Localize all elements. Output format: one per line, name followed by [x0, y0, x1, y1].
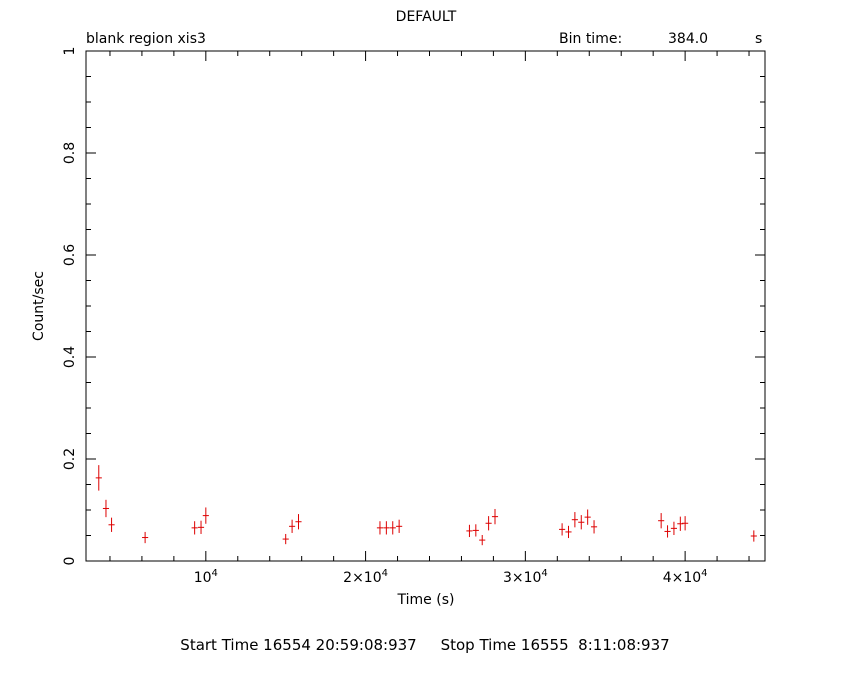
- data-point: [191, 521, 198, 535]
- x-axis: 104 2×104 3×104 4×104: [109, 51, 750, 586]
- data-point: [682, 516, 689, 531]
- data-series: [95, 465, 757, 546]
- data-point: [664, 525, 671, 538]
- y-axis: 0 0.2 0.4 0.6 0.8 1: [62, 47, 765, 566]
- x-tick-label: 104: [194, 568, 218, 586]
- bin-time-unit: s: [755, 31, 762, 47]
- data-point: [95, 465, 102, 491]
- x-tick-label: 4×104: [663, 568, 708, 586]
- bin-time-label: Bin time:: [559, 31, 622, 47]
- data-point: [282, 533, 289, 545]
- data-point: [202, 507, 209, 524]
- data-point: [289, 519, 296, 533]
- plot-frame: [85, 50, 766, 562]
- data-point: [466, 524, 473, 538]
- data-point: [376, 521, 384, 535]
- data-point: [491, 508, 499, 525]
- data-point: [472, 524, 479, 537]
- y-tick-label: 0.8: [62, 142, 78, 164]
- footer-spacer: [417, 636, 441, 654]
- data-point: [750, 530, 757, 542]
- y-tick-label: 0.6: [62, 244, 78, 266]
- x-tick-label: 3×104: [503, 568, 548, 586]
- bin-time-value: 384.0: [668, 31, 708, 47]
- data-point: [295, 514, 302, 530]
- data-point: [197, 520, 205, 534]
- data-point: [479, 534, 486, 546]
- data-point: [108, 517, 115, 532]
- data-point: [559, 523, 566, 536]
- y-tick-label: 0.4: [62, 346, 78, 368]
- region-label: blank region xis3: [86, 31, 206, 47]
- data-point: [578, 515, 585, 530]
- x-axis-label: Time (s): [397, 592, 455, 608]
- time-range-footer: Start Time 16554 20:59:08:937 Stop Time …: [0, 636, 850, 654]
- data-point: [584, 509, 591, 525]
- y-axis-label: Count/sec: [31, 271, 47, 341]
- data-point: [396, 519, 403, 533]
- data-point: [670, 521, 678, 535]
- data-point: [142, 531, 149, 544]
- x-tick-label: 2×104: [343, 568, 388, 586]
- data-point: [565, 525, 572, 539]
- data-point: [389, 521, 396, 535]
- y-tick-label: 1: [62, 47, 78, 56]
- data-point: [571, 512, 578, 528]
- start-time-label: Start Time 16554 20:59:08:937: [180, 636, 417, 654]
- data-point: [677, 516, 684, 531]
- y-tick-label: 0.2: [62, 448, 78, 470]
- chart-title: DEFAULT: [396, 9, 457, 25]
- y-tick-label: 0: [62, 557, 78, 566]
- data-point: [590, 520, 598, 534]
- data-point: [658, 513, 665, 529]
- data-point: [383, 521, 390, 535]
- stop-time-label: Stop Time 16555 8:11:08:937: [440, 636, 670, 654]
- data-point: [485, 516, 492, 531]
- data-point: [102, 499, 110, 518]
